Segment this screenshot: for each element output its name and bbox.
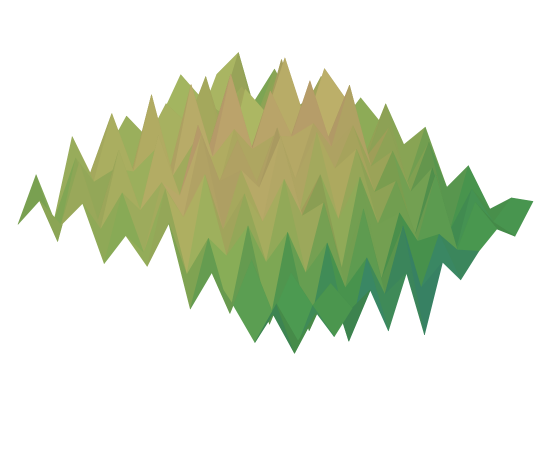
- surface-patch: [18, 175, 58, 242]
- page: (() => { const data = JSON.parse(documen…: [0, 0, 544, 449]
- surface-patch: [493, 198, 533, 236]
- surface-chart: [0, 0, 544, 449]
